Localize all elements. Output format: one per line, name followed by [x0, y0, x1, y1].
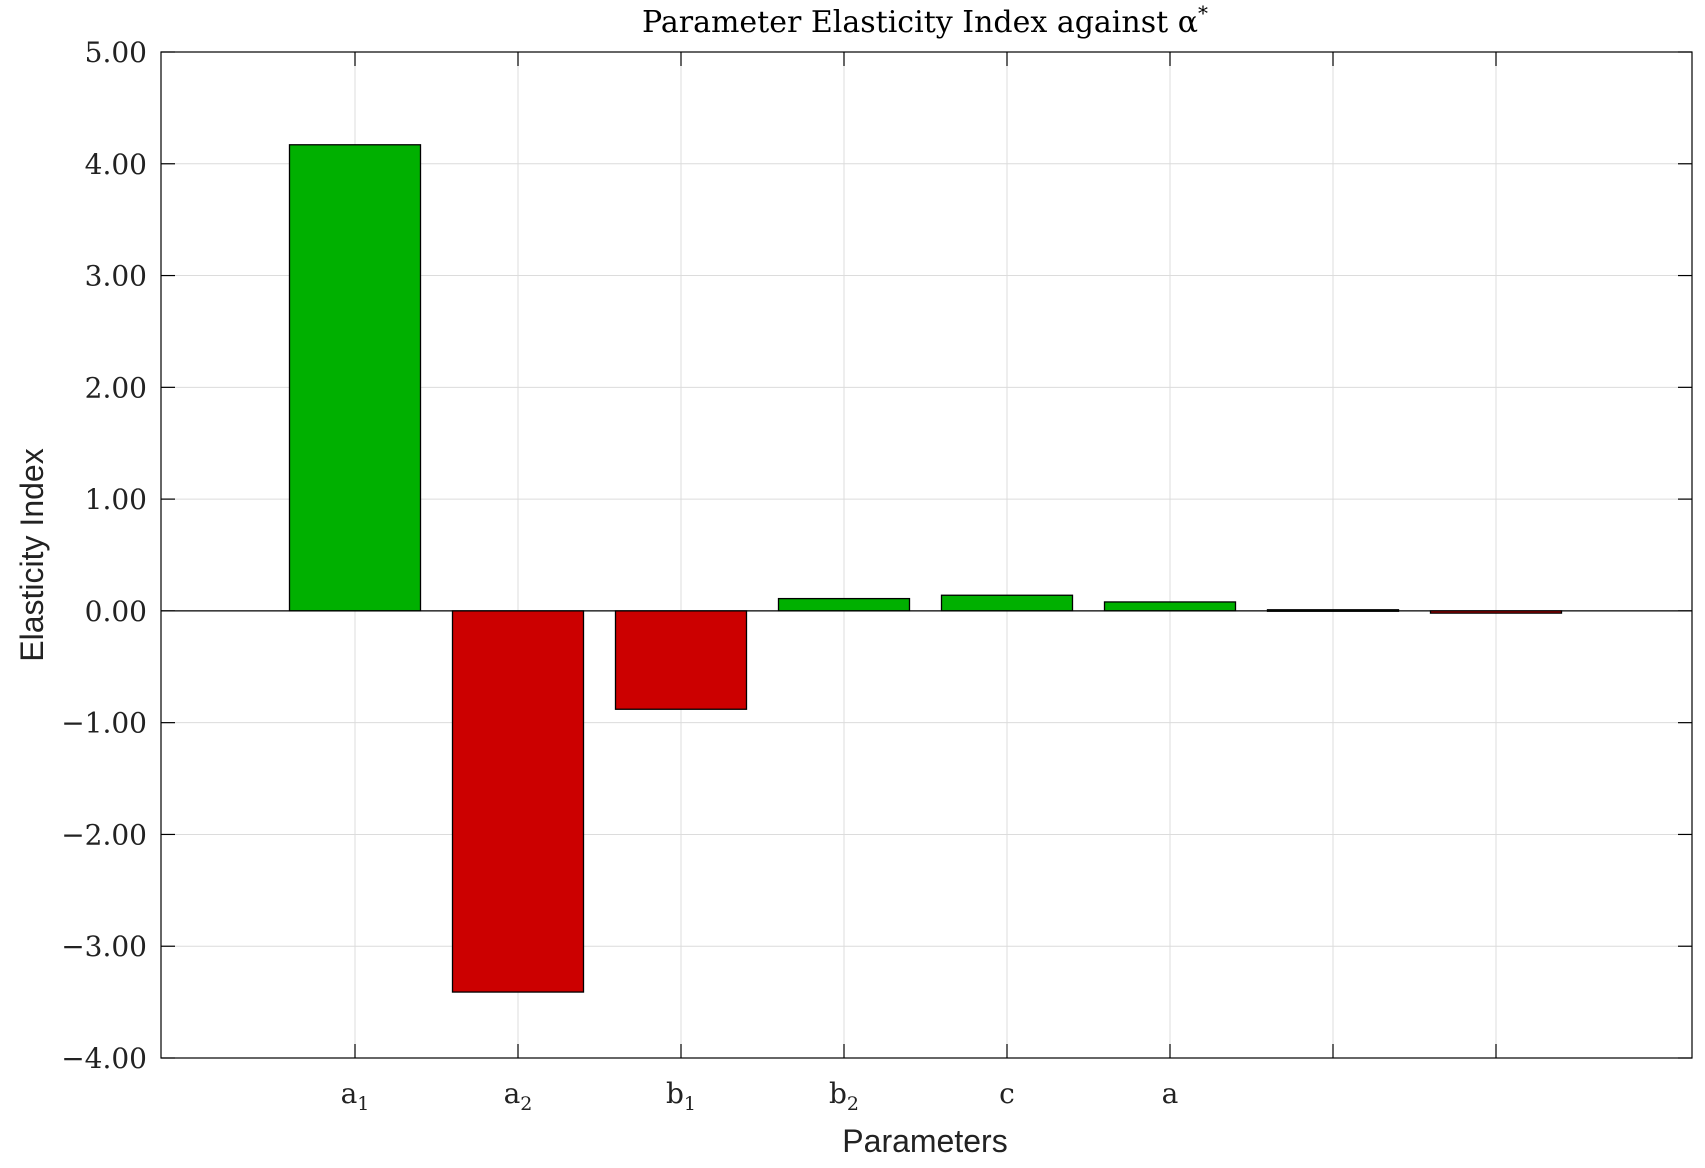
x-tick-label: a — [1162, 1077, 1179, 1110]
x-axis-label: Parameters — [842, 1123, 1007, 1159]
y-axis-label: Elasticity Index — [14, 448, 50, 661]
x-tick-label: b2 — [829, 1077, 859, 1115]
y-tick-label: −1.00 — [61, 707, 147, 740]
chart-title: Parameter Elasticity Index against α* — [642, 1, 1208, 40]
bar — [288, 144, 422, 612]
y-tick-label: −3.00 — [61, 930, 147, 963]
axis-ticks — [161, 51, 1692, 1059]
x-tick-label: a1 — [341, 1077, 370, 1115]
bar — [940, 594, 1074, 612]
y-tick-label: 3.00 — [85, 260, 147, 293]
x-tick-labels: a1 a2 b1 b2 c a — [341, 1077, 1179, 1115]
bar — [614, 610, 748, 710]
y-tick-label: 4.00 — [85, 148, 147, 181]
bars — [288, 144, 1563, 993]
x-tick-label: b1 — [666, 1077, 696, 1115]
x-tick-label: a2 — [504, 1077, 533, 1115]
bar — [777, 597, 911, 612]
y-tick-label: 0.00 — [85, 595, 147, 628]
plot-frame — [160, 51, 1693, 1059]
y-tick-label: −4.00 — [61, 1042, 147, 1075]
y-tick-label: 2.00 — [85, 371, 147, 404]
y-tick-labels: −4.00 −3.00 −2.00 −1.00 0.00 1.00 2.00 3.00 4.00… — [61, 36, 147, 1075]
bar — [451, 610, 585, 993]
y-tick-label: 1.00 — [85, 483, 147, 516]
x-tick-label: c — [999, 1077, 1015, 1110]
y-tick-label: −2.00 — [61, 818, 147, 851]
y-tick-label: 5.00 — [85, 36, 147, 69]
bar — [1103, 601, 1237, 612]
